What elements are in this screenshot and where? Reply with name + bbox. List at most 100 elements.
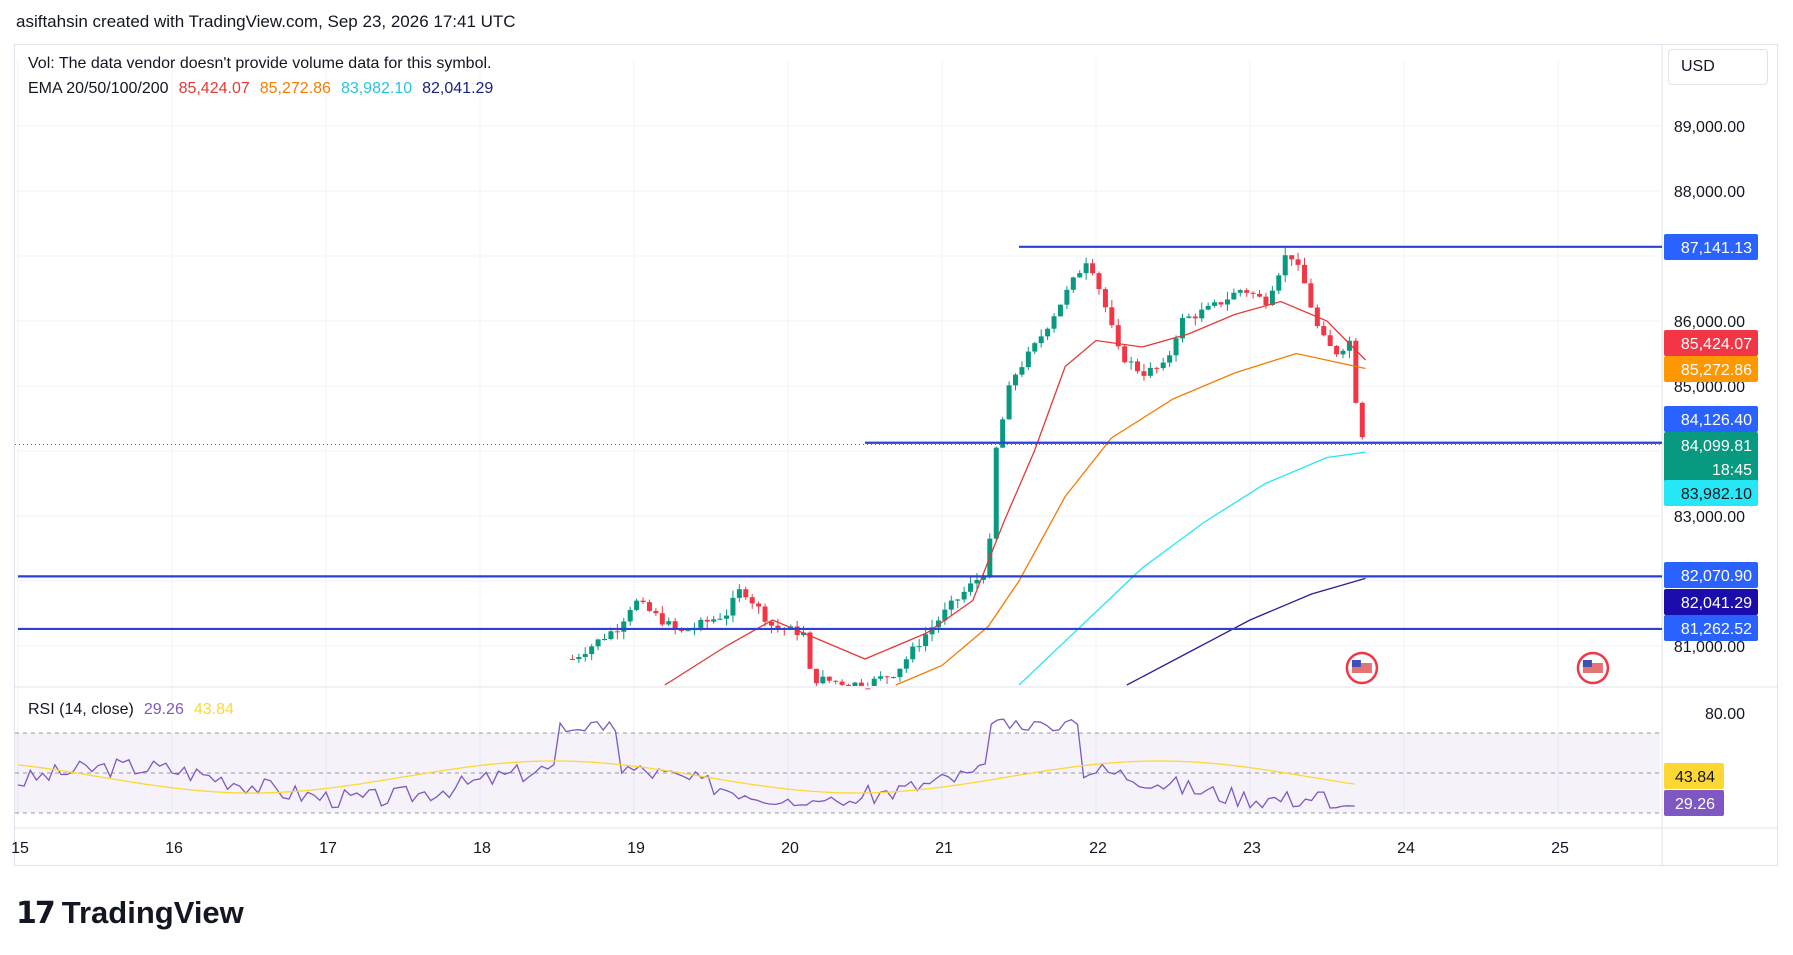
- candle-body-26: [736, 589, 742, 598]
- candle-body-78: [1070, 277, 1076, 290]
- ema-legend-label: EMA 20/50/100/200: [28, 80, 169, 97]
- candle-body-6: [608, 631, 614, 639]
- price-tag-bg-6: [1664, 562, 1758, 588]
- ema-20-line: [664, 300, 1366, 686]
- volume-legend-text: Vol: The data vendor doesn't provide vol…: [28, 55, 492, 72]
- price-tag-bg-1: [1664, 330, 1758, 356]
- time-tick-label: 20: [781, 840, 799, 857]
- candle-body-85: [1115, 325, 1121, 347]
- candle-body-41: [833, 680, 839, 682]
- candle-body-62: [968, 583, 974, 592]
- candle-body-61: [961, 591, 967, 600]
- candle-body-118: [1327, 335, 1333, 346]
- rsi-band: [15, 733, 1660, 813]
- candle-body-100: [1212, 302, 1218, 306]
- candle-body-86: [1122, 346, 1128, 363]
- candle-body-4: [595, 639, 601, 647]
- price-tag-bg-4: [1664, 432, 1758, 482]
- candle-body-80: [1083, 263, 1089, 274]
- rsi-value-1: 43.84: [193, 701, 234, 718]
- candle-body-107: [1257, 293, 1263, 297]
- candle-body-36: [801, 632, 807, 636]
- tradingview-logo[interactable]: 17 TradingView: [16, 895, 244, 931]
- price-tag-text-7: 82,041.29: [1681, 595, 1752, 612]
- candle-body-76: [1057, 304, 1063, 317]
- us-event-flag-canton-0: [1351, 660, 1361, 667]
- ema-legend[interactable]: EMA 20/50/100/200 85,424.07 85,272.86 83,98…: [28, 80, 513, 98]
- price-tick-label: 83,000.00: [1674, 509, 1745, 526]
- candle-body-90: [1147, 367, 1153, 376]
- candle-body-104: [1237, 290, 1243, 293]
- candle-body-114: [1301, 264, 1307, 284]
- candle-body-84: [1109, 307, 1115, 326]
- price-tag-bg-7: [1664, 589, 1758, 615]
- candle-body-42: [839, 681, 845, 685]
- price-tag-text-4: 84,099.81: [1681, 438, 1752, 455]
- candle-body-37: [807, 632, 813, 669]
- candle-body-49: [884, 676, 890, 678]
- chart-frame: [14, 44, 1778, 866]
- candle-body-56: [929, 627, 935, 635]
- candle-body-70: [1019, 367, 1025, 375]
- candle-body-91: [1154, 367, 1160, 369]
- candle-body-10: [634, 600, 640, 610]
- countdown-text: 18:45: [1712, 462, 1752, 479]
- currency-selector[interactable]: USD: [1668, 49, 1768, 85]
- candle-body-14: [659, 613, 665, 625]
- candle-body-75: [1051, 316, 1057, 329]
- candle-body-58: [942, 609, 948, 621]
- price-tick-label: 88,000.00: [1674, 184, 1745, 201]
- rsi-legend[interactable]: RSI (14, close) 29.26 43.84: [28, 701, 254, 719]
- candle-body-72: [1032, 343, 1038, 352]
- candle-body-117: [1321, 326, 1327, 336]
- time-tick-label: 21: [935, 840, 953, 857]
- time-tick-label: 15: [11, 840, 29, 857]
- candle-body-99: [1205, 305, 1211, 310]
- candle-body-95: [1179, 317, 1185, 339]
- candle-body-96: [1186, 316, 1192, 318]
- candle-body-103: [1231, 292, 1237, 300]
- candle-body-51: [897, 668, 903, 678]
- candle-body-115: [1308, 283, 1314, 308]
- candle-body-55: [923, 634, 929, 647]
- us-event-flag-canton-1: [1582, 660, 1592, 667]
- candle-body-8: [621, 621, 627, 632]
- ema-100-line: [1018, 451, 1366, 686]
- candle-body-69: [1013, 374, 1019, 386]
- rsi-legend-values: 29.26 43.84: [144, 701, 244, 718]
- time-tick-label: 16: [165, 840, 183, 857]
- candle-body-83: [1102, 289, 1108, 308]
- price-tick-label: 81,000.00: [1674, 639, 1745, 656]
- time-tick-label: 22: [1089, 840, 1107, 857]
- candle-body-81: [1090, 263, 1096, 274]
- ema-value-3: 82,041.29: [422, 80, 494, 97]
- rsi-line: [17, 718, 1355, 809]
- candle-body-63: [974, 579, 980, 584]
- candle-body-40: [826, 676, 832, 681]
- candle-body-30: [762, 606, 768, 622]
- candle-body-101: [1218, 302, 1224, 305]
- attribution-text: asiftahsin created with TradingView.com,…: [16, 12, 516, 31]
- candle-body-46: [865, 688, 871, 690]
- candle-body-71: [1025, 351, 1031, 368]
- candle-body-45: [858, 682, 864, 686]
- candle-body-110: [1276, 275, 1282, 291]
- rsi-ma-line: [17, 760, 1355, 794]
- candle-body-22: [711, 619, 717, 622]
- candle-body-82: [1096, 273, 1102, 290]
- candle-body-123: [1359, 402, 1365, 438]
- price-tag-text-1: 85,424.07: [1681, 336, 1752, 353]
- candle-body-50: [890, 677, 896, 679]
- rsi-tick-label: 80.00: [1705, 706, 1745, 723]
- candle-body-93: [1167, 355, 1173, 363]
- ema-value-2: 83,982.10: [340, 80, 413, 97]
- candle-body-113: [1295, 259, 1301, 265]
- candle-body-25: [730, 597, 736, 616]
- price-tag-bg-3: [1664, 406, 1758, 432]
- candle-body-38: [813, 668, 819, 684]
- candle-body-39: [820, 676, 826, 684]
- price-tag-bg-2: [1664, 356, 1758, 382]
- candle-body-43: [846, 684, 852, 686]
- time-tick-label: 25: [1551, 840, 1569, 857]
